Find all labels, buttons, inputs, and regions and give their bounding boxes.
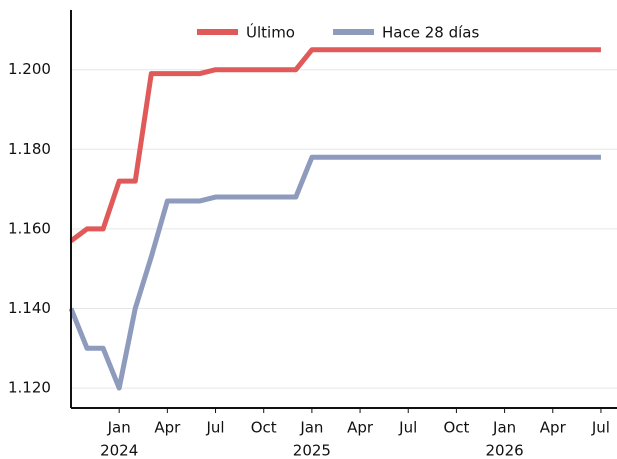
x-tick-year: 2025 bbox=[293, 442, 331, 459]
x-tick-label: Jul bbox=[398, 419, 417, 437]
y-tick-label: 1.140 bbox=[8, 299, 51, 317]
y-tick-label: 1.200 bbox=[8, 60, 51, 78]
y-tick-label: 1.120 bbox=[8, 379, 51, 397]
line-series bbox=[69, 47, 601, 243]
line-series bbox=[68, 154, 601, 391]
x-tick-label: Apr bbox=[154, 419, 181, 437]
x-tick-label: Jul bbox=[591, 419, 610, 437]
x-tick-label: Apr bbox=[347, 419, 374, 437]
legend-label: Hace 28 días bbox=[382, 24, 479, 42]
x-tick-label: Oct bbox=[251, 419, 277, 437]
legend-label: Último bbox=[246, 23, 295, 42]
x-tick-label: Jul bbox=[205, 419, 224, 437]
x-tick-year: 2024 bbox=[100, 442, 138, 459]
x-tick-label: Oct bbox=[443, 419, 469, 437]
x-tick-label: Jan bbox=[492, 419, 516, 437]
y-tick-label: 1.160 bbox=[8, 219, 51, 237]
x-tick-label: Jan bbox=[299, 419, 323, 437]
x-tick-year: 2026 bbox=[485, 442, 523, 459]
x-tick-label: Jan bbox=[107, 419, 131, 437]
x-tick-label: Apr bbox=[540, 419, 567, 437]
y-tick-label: 1.180 bbox=[8, 140, 51, 158]
